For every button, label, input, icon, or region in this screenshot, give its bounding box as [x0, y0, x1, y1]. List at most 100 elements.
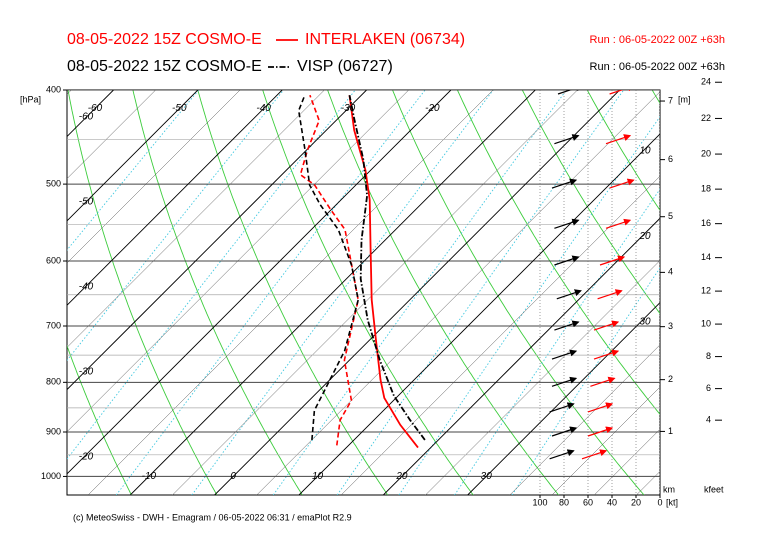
isotherm — [129, 90, 536, 495]
adiabat-label: -40 — [79, 282, 94, 293]
legend-label: INTERLAKEN (06734) — [305, 31, 465, 48]
series-title: 08-05-2022 15Z COSMO-E — [67, 31, 262, 48]
km-tick-label: 2 — [668, 374, 673, 384]
footer: (c) MeteoSwiss - DWH - Emagram / 06-05-2… — [73, 512, 352, 522]
wind-tick-label: 20 — [631, 497, 641, 507]
wind-arrow — [554, 320, 580, 331]
height-axis-label: [m] — [678, 94, 691, 104]
km-tick-label: 4 — [668, 267, 673, 277]
mixing-ratio-line — [67, 90, 284, 362]
wind-arrow — [590, 376, 616, 387]
isotherm-minor — [67, 90, 241, 264]
isotherm-minor — [67, 90, 325, 348]
y-tick-label: 700 — [46, 320, 61, 330]
wind-tick-label: 40 — [607, 497, 617, 507]
y-tick-label: 600 — [46, 255, 61, 265]
kfeet-tick-label: 4 — [706, 415, 711, 425]
mixing-ratio-line — [67, 90, 200, 251]
km-tick-label: 3 — [668, 321, 673, 331]
wind-arrow — [554, 255, 580, 266]
wind-arrow — [549, 402, 575, 413]
km-axis-label: km — [663, 484, 675, 494]
dry-adiabat — [456, 90, 660, 416]
isotherm-minor — [87, 90, 494, 495]
wind-arrow — [551, 178, 578, 189]
wind-tick-label: 0 — [657, 497, 662, 507]
kfeet-tick-label: 8 — [706, 351, 711, 361]
wind-arrow — [549, 449, 575, 460]
adiabat-label: -30 — [79, 367, 94, 378]
wind-arrow — [609, 90, 635, 95]
side-label: 30 — [639, 317, 651, 328]
side-label: 10 — [639, 146, 651, 157]
dewpoint-profile — [297, 94, 360, 440]
adiabat-label: -50 — [79, 197, 94, 208]
adiabat-label: -20 — [79, 452, 94, 463]
isotherm — [467, 302, 660, 495]
kfeet-tick-label: 22 — [701, 113, 711, 123]
isotherm-label: -30 — [341, 103, 356, 114]
km-tick-label: 5 — [668, 211, 673, 221]
dewpoint-profile — [299, 94, 360, 446]
wind-arrow — [599, 255, 626, 266]
wind-arrow — [593, 320, 620, 331]
temperature-profile — [348, 95, 419, 449]
isotherm-label: 30 — [481, 471, 493, 482]
km-tick-label: 6 — [668, 154, 673, 164]
mixing-ratio-line — [454, 188, 660, 495]
dry-adiabat — [586, 90, 660, 212]
kfeet-tick-label: 24 — [701, 77, 711, 87]
wind-arrow — [593, 349, 620, 360]
dry-adiabat — [67, 90, 218, 495]
mixing-ratio-line — [272, 90, 567, 495]
isotherm-minor — [340, 175, 660, 495]
mixing-ratio-line — [336, 90, 625, 495]
isotherm-label: 10 — [312, 471, 324, 482]
wind-arrow — [605, 218, 632, 229]
isotherm-minor — [67, 90, 409, 433]
wind-arrow — [551, 376, 578, 387]
y-tick-label: 400 — [46, 84, 61, 94]
isotherm-minor — [172, 90, 578, 495]
dry-adiabat — [67, 344, 132, 495]
mixing-ratio-line — [191, 90, 494, 495]
kfeet-tick-label: 12 — [701, 285, 711, 295]
wind-arrow — [554, 218, 580, 229]
mixing-ratio-line — [115, 90, 426, 495]
isotherm — [67, 90, 367, 391]
dry-adiabat — [521, 90, 660, 315]
dry-adiabat — [0, 90, 46, 495]
isotherm — [67, 90, 199, 222]
series-title: 08-05-2022 15Z COSMO-E — [67, 58, 262, 75]
wind-arrow — [557, 90, 584, 95]
run-label: Run : 06-05-2022 00Z +63h — [590, 34, 725, 46]
wind-tick-label: 60 — [583, 497, 593, 507]
isotherm-minor — [0, 90, 29, 495]
isotherm-minor — [551, 386, 660, 495]
dry-adiabat — [717, 90, 766, 495]
wind-arrow — [551, 426, 578, 437]
wind-axis-label: [kt] — [666, 497, 678, 507]
isotherm-label: -60 — [88, 103, 103, 114]
dry-adiabat — [132, 90, 303, 495]
isotherm — [382, 217, 660, 495]
wind-tick-label: 100 — [532, 497, 547, 507]
wind-arrow — [609, 178, 635, 189]
isotherm-label: -10 — [142, 471, 157, 482]
y-tick-label: 1000 — [41, 471, 61, 481]
wind-arrow — [554, 134, 580, 145]
isotherm-label: 20 — [395, 471, 408, 482]
wind-arrow — [605, 134, 632, 145]
wind-arrow — [587, 426, 614, 437]
isotherm — [214, 90, 620, 495]
isotherm-label: 0 — [230, 471, 236, 482]
kfeet-tick-label: 6 — [706, 383, 711, 393]
wind-arrow — [556, 289, 582, 300]
y-axis-label: [hPa] — [20, 94, 41, 104]
marks-layer — [297, 90, 635, 460]
wind-tick-label: 80 — [559, 497, 569, 507]
run-label: Run : 06-05-2022 00Z +63h — [590, 61, 725, 73]
isotherm-minor — [509, 344, 660, 495]
